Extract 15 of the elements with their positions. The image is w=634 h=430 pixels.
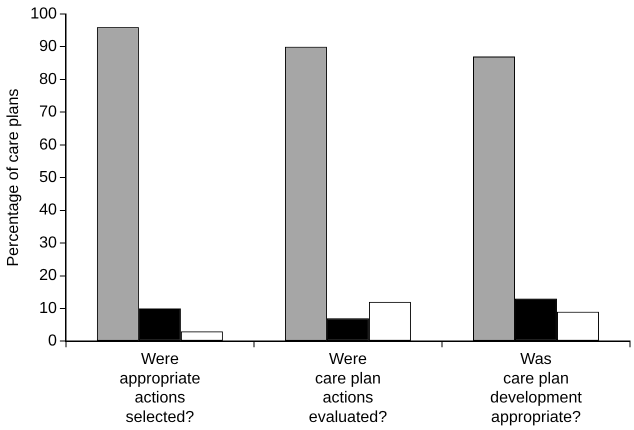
y-tick-label: 100 xyxy=(30,5,57,22)
y-tick-label: 60 xyxy=(39,136,57,154)
y-tick-label: 70 xyxy=(39,104,57,121)
y-tick-label: 40 xyxy=(39,202,57,219)
y-tick-label: 0 xyxy=(48,332,57,350)
y-tick-label: 80 xyxy=(39,70,57,88)
y-tick-label: 10 xyxy=(39,300,57,317)
y-axis-title: Percentage of care plans xyxy=(5,88,22,267)
y-tick-label: 20 xyxy=(39,267,57,284)
y-tick-label: 50 xyxy=(39,169,57,186)
x-tick-label: Were care plan actions evaluated? xyxy=(308,351,388,426)
y-tick-label: 30 xyxy=(39,234,57,252)
x-tick-label: Was care plan development appropriate? xyxy=(490,351,582,426)
x-tick-label: Were appropriate actions selected? xyxy=(119,351,200,426)
y-tick-label: 90 xyxy=(39,38,57,56)
